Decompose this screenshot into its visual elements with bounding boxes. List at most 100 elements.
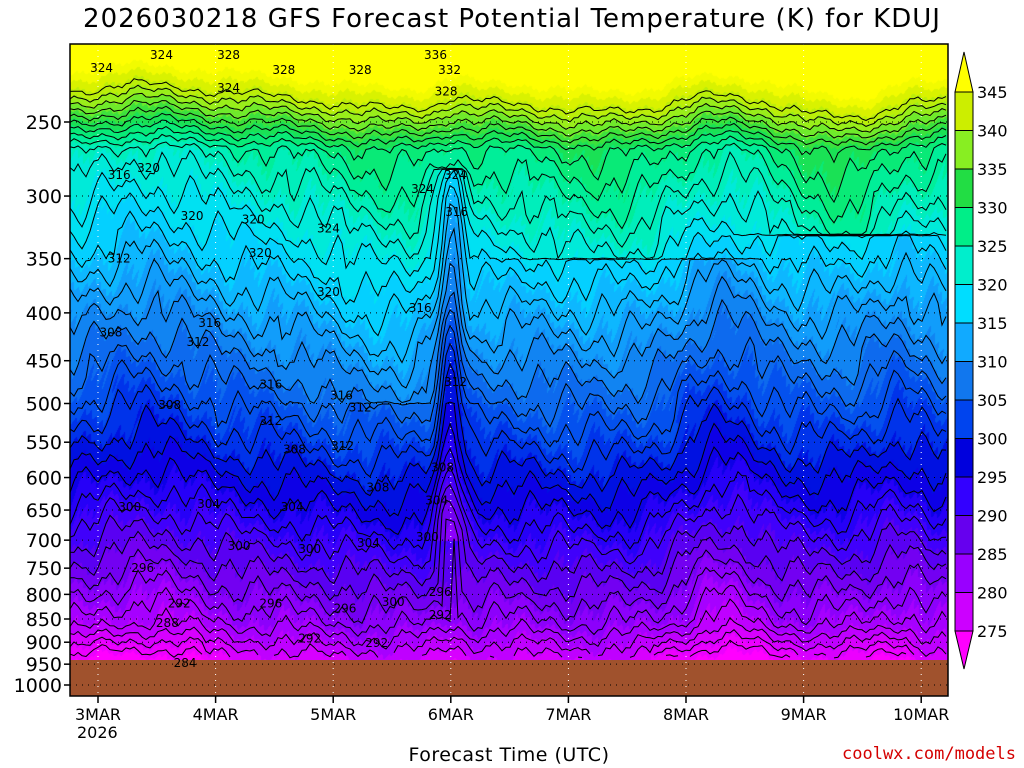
colorbar-label: 280 (977, 584, 1008, 603)
contour-label: 316 (330, 388, 353, 402)
contour-label: 332 (438, 63, 461, 77)
y-tick-label: 850 (26, 609, 62, 631)
colorbar-label: 320 (977, 276, 1008, 295)
colorbar-label: 325 (977, 237, 1008, 256)
contour-label: 308 (158, 398, 181, 412)
chart-title: 2026030218 GFS Forecast Potential Temper… (83, 4, 941, 34)
contour-line-344 (70, 78, 947, 122)
contour-label: 300 (228, 539, 251, 553)
x-axis-label: Forecast Time (UTC) (408, 744, 610, 766)
contour-line-316 (70, 202, 947, 364)
contour-line-330 (70, 126, 947, 224)
y-tick-label: 400 (26, 303, 62, 325)
contour-line-280 (513, 646, 563, 658)
colorbar-segment (954, 130, 974, 170)
contour-line-318 (70, 184, 947, 337)
contour-label: 324 (317, 222, 340, 236)
colorbar-label: 335 (977, 160, 1008, 179)
contour-label: 312 (259, 414, 282, 428)
contour-label: 320 (249, 246, 272, 260)
colorbar-label: 340 (977, 122, 1008, 141)
contour-line-334 (70, 112, 947, 164)
ground-below-surface (70, 660, 948, 696)
contour-label: 304 (357, 536, 380, 550)
contour-label: 292 (429, 608, 452, 622)
x-tick-label: 8MAR (663, 705, 709, 724)
contour-label: 328 (349, 63, 372, 77)
contour-label: 284 (174, 656, 197, 670)
contour-label: 300 (416, 530, 439, 544)
colorbar: 345 340 335 330 325 320 315 310 305 300 295 290 285 2… (954, 51, 1008, 670)
contour-label: 296 (429, 585, 452, 599)
contour-label: 300 (118, 500, 141, 514)
contour-label: 324 (411, 182, 434, 196)
contour-line-312 (70, 262, 947, 404)
contour-label: 304 (281, 500, 304, 514)
contour-line-278 (653, 629, 799, 656)
y-tick-label: 300 (26, 186, 62, 208)
y-tick-label: 500 (26, 394, 62, 416)
y-axis: 2503003504004505005506006507007508008509… (14, 112, 70, 697)
contour-line-300 (70, 401, 947, 518)
y-tick-label: 350 (26, 249, 62, 271)
contour-line-286 (70, 538, 947, 638)
contour-line-278 (833, 640, 915, 659)
colorbar-segment (954, 476, 974, 516)
contour-label: 320 (242, 213, 265, 227)
contour-label: 304 (425, 494, 448, 508)
contour-line-292 (70, 483, 947, 587)
contour-label: 312 (349, 401, 372, 415)
contour-line-280 (629, 616, 947, 658)
source-credit: coolwx.com/models (842, 744, 1016, 764)
contour-line-342 (70, 84, 947, 127)
contour-line-278 (70, 636, 231, 658)
contour-line-340 (70, 92, 947, 133)
contour-line-290 (70, 499, 947, 603)
contour-line-308 (70, 309, 947, 428)
colorbar-segment (954, 361, 974, 401)
contour-line-314 (70, 227, 947, 389)
contour-line-282 (70, 607, 379, 658)
colorbar-segment (954, 399, 974, 439)
y-tick-label: 1000 (14, 675, 62, 697)
contour-label: 316 (259, 377, 282, 391)
contour-line-338 (70, 99, 947, 139)
colorbar-segment (954, 322, 974, 362)
contour-line-284 (70, 584, 947, 650)
colorbar-label: 275 (977, 622, 1008, 641)
contour-line-296 (70, 447, 947, 551)
contour-label: 324 (150, 48, 173, 62)
contour-line-294 (70, 466, 947, 570)
contour-label: 300 (298, 542, 321, 556)
contour-label: 292 (168, 596, 191, 610)
contour-lines (70, 78, 947, 659)
contour-label: 296 (334, 601, 357, 615)
contour-line-306 (70, 324, 947, 453)
contour-label: 308 (366, 481, 389, 495)
contour-label: 316 (108, 168, 131, 182)
contour-label: 316 (198, 316, 221, 330)
plot-frame (69, 43, 949, 697)
x-tick-label: 5MAR (310, 705, 356, 724)
y-tick-label: 600 (26, 468, 62, 490)
contour-label: 324 (217, 81, 240, 95)
colorbar-label: 300 (977, 430, 1008, 449)
contour-line-304 (70, 342, 947, 478)
x-tick-label: 9MAR (781, 705, 827, 724)
contour-label: 288 (156, 616, 179, 630)
contour-label: 316 (445, 205, 468, 219)
contour-line-320 (70, 169, 947, 305)
contour-line-276 (865, 648, 907, 658)
contour-line-326 (70, 141, 947, 248)
contour-label: 328 (435, 85, 458, 99)
y-tick-label: 700 (26, 530, 62, 552)
colorbar-segment (954, 438, 974, 478)
contour-line-278 (813, 652, 827, 656)
contour-line-280 (421, 645, 467, 656)
colorbar-arrow-bottom (954, 630, 974, 670)
contour-label: 308 (99, 326, 122, 340)
contour-label: 324 (444, 168, 467, 182)
contour-label: 312 (108, 252, 131, 266)
colorbar-segment (954, 284, 974, 324)
